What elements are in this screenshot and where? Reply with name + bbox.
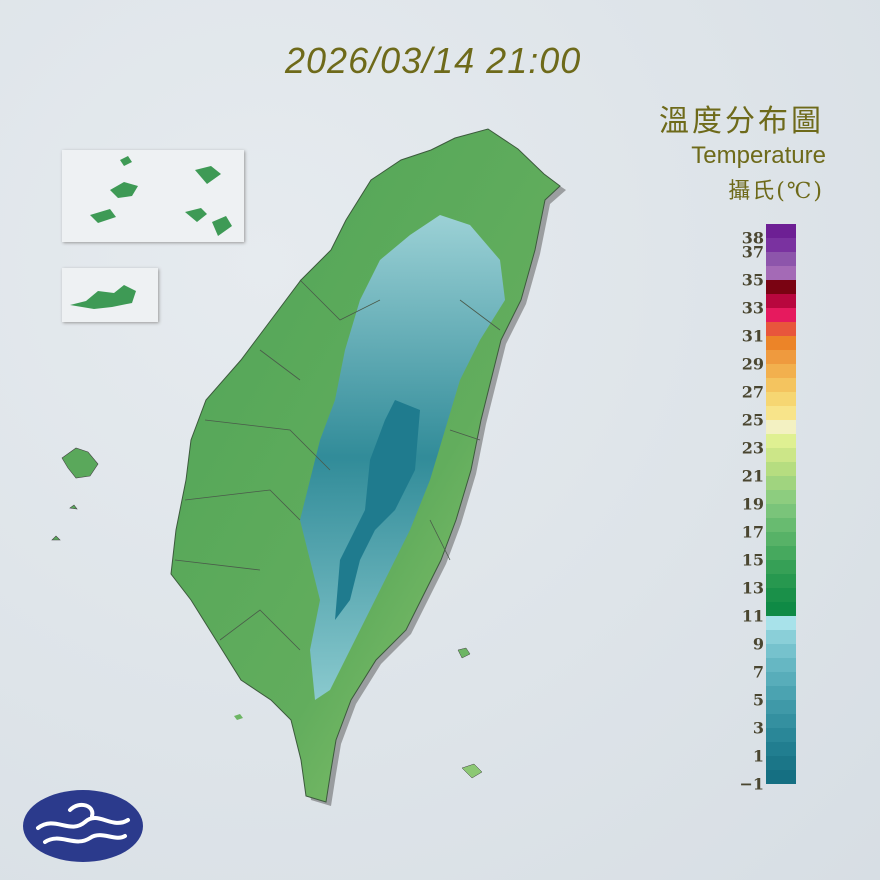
scale-segment: [766, 602, 796, 616]
scale-tick-label: 37: [741, 242, 764, 262]
scale-tick-label: 21: [741, 466, 764, 486]
scale-segment: [766, 588, 796, 602]
scale-segment: [766, 280, 796, 294]
scale-segment: [766, 266, 796, 280]
scale-tick-label: 29: [741, 354, 764, 374]
scale-segment: [766, 448, 796, 462]
scale-segment: [766, 364, 796, 378]
scale-tick-label: 19: [741, 494, 764, 514]
scale-segment: [766, 630, 796, 644]
scale-segment: [766, 420, 796, 434]
liuqiu-island: [234, 714, 243, 720]
scale-tick-label: 27: [741, 382, 764, 402]
timestamp: 2026/03/14 21:00: [285, 40, 582, 81]
scale-segment: [766, 476, 796, 490]
scale-tick-label: 9: [752, 634, 764, 654]
scale-segment: [766, 224, 796, 238]
scale-segment: [766, 560, 796, 574]
scale-tick-label: 1: [752, 746, 764, 766]
scale-tick-label: 35: [741, 270, 764, 290]
scale-segment: [766, 392, 796, 406]
scale-tick-label: 23: [741, 438, 764, 458]
scale-segment: [766, 686, 796, 700]
scale-segment: [766, 252, 796, 266]
scale-tick-label: 11: [741, 606, 764, 626]
scale-segment: [766, 616, 796, 630]
scale-tick-label: 13: [741, 578, 764, 598]
scale-segment: [766, 406, 796, 420]
scale-segment: [766, 294, 796, 308]
scale-tick-label: 3: [752, 718, 764, 738]
central-weather-administration-logo: [23, 790, 143, 862]
inset-matsu-islands: [62, 150, 244, 242]
scale-tick-label: 5: [752, 690, 764, 710]
penghu-islands: [51, 447, 99, 541]
color-scale-bar: [766, 224, 796, 784]
scale-segment: [766, 378, 796, 392]
scale-segment: [766, 518, 796, 532]
scale-segment: [766, 238, 796, 252]
county-boundaries: [174, 279, 501, 651]
scale-tick-label: −1: [739, 774, 764, 794]
scale-segment: [766, 350, 796, 364]
scale-segment: [766, 490, 796, 504]
scale-segment: [766, 532, 796, 546]
scale-tick-label: 25: [741, 410, 764, 430]
scale-segment: [766, 322, 796, 336]
orchid-island: [461, 763, 483, 779]
scale-tick-label: 33: [741, 298, 764, 318]
legend-title-en: Temperature: [691, 142, 826, 169]
legend-unit: 攝氏(℃): [728, 179, 824, 204]
scale-segment: [766, 574, 796, 588]
scale-tick-label: 15: [741, 550, 764, 570]
green-island: [457, 647, 471, 659]
scale-segment: [766, 714, 796, 728]
matsu-island: [90, 156, 232, 236]
scale-segment: [766, 546, 796, 560]
scale-tick-label: 38: [741, 228, 764, 248]
scale-tick-label: 7: [752, 662, 764, 682]
kinmen-island: [70, 285, 136, 309]
scale-segment: [766, 700, 796, 714]
scale-segment: [766, 644, 796, 658]
scale-segment: [766, 658, 796, 672]
scale-segment: [766, 336, 796, 350]
scale-segment: [766, 728, 796, 742]
scale-tick-label: 17: [741, 522, 764, 542]
scale-segment: [766, 504, 796, 518]
scale-segment: [766, 756, 796, 770]
scale-tick-label: 31: [741, 326, 764, 346]
scale-segment: [766, 770, 796, 784]
scale-segment: [766, 308, 796, 322]
high-peaks: [335, 400, 420, 620]
scale-segment: [766, 672, 796, 686]
scale-segment: [766, 742, 796, 756]
legend-title-zh: 溫度分布圖: [659, 104, 824, 139]
scale-segment: [766, 462, 796, 476]
scale-segment: [766, 434, 796, 448]
